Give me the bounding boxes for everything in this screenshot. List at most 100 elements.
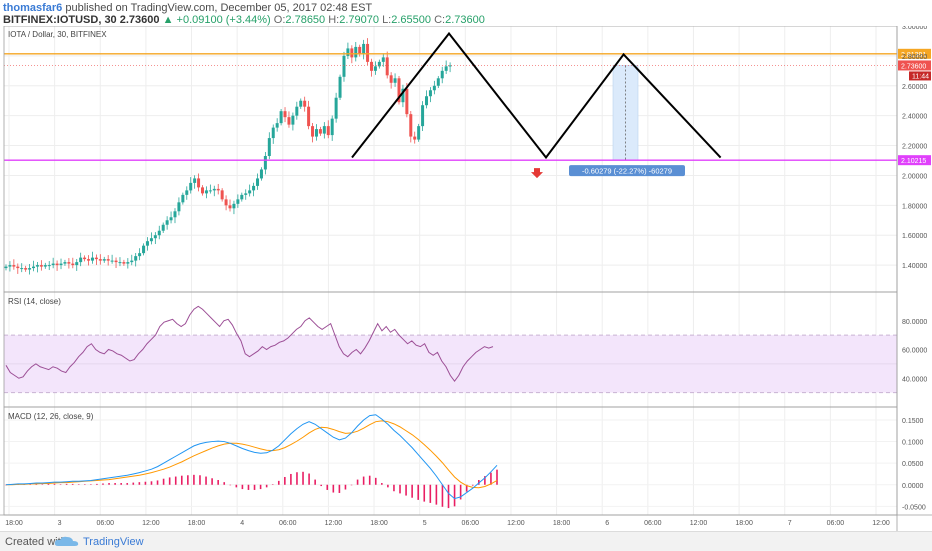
macd-hist-bar bbox=[284, 476, 286, 485]
current-price-label: 2.73600 bbox=[901, 63, 926, 70]
macd-hist-bar bbox=[144, 481, 147, 485]
candle-body bbox=[342, 55, 346, 77]
price-candles bbox=[4, 38, 452, 275]
macd-hist-bar bbox=[405, 484, 407, 496]
candle-body bbox=[79, 257, 83, 263]
macd-hist-bar bbox=[368, 475, 371, 485]
candle-body bbox=[393, 78, 397, 83]
candle-body bbox=[366, 43, 370, 62]
candle-body bbox=[43, 265, 47, 267]
projection-label-bg bbox=[569, 165, 685, 177]
open-value: 2.78650 bbox=[285, 14, 326, 26]
candle-body bbox=[32, 266, 36, 269]
macd-hist-bar bbox=[496, 469, 498, 485]
candle-body bbox=[216, 188, 220, 191]
candle-body bbox=[55, 263, 59, 266]
candle-body bbox=[28, 268, 32, 270]
candle-body bbox=[47, 265, 51, 267]
candle-body bbox=[291, 115, 295, 125]
macd-hist-bar bbox=[132, 482, 135, 485]
time-tick-label: 06:00 bbox=[462, 520, 480, 527]
candle-body bbox=[177, 202, 181, 212]
macd-tick-label: 0.1500 bbox=[902, 418, 924, 425]
macd-hist-bar bbox=[84, 484, 86, 485]
current-price-tag bbox=[898, 60, 931, 71]
macd-pane bbox=[5, 414, 498, 509]
candle-body bbox=[417, 126, 421, 140]
candle-body bbox=[130, 260, 134, 263]
candle-body bbox=[12, 265, 16, 267]
macd-hist-bar bbox=[423, 484, 426, 502]
ohlc-line: BITFINEX:IOTUSD, 30 2.73600 ▲ +0.09100 (… bbox=[3, 14, 485, 26]
time-tick-label: 12:00 bbox=[872, 520, 890, 527]
time-tick-label: 06:00 bbox=[827, 520, 845, 527]
candle-body bbox=[189, 182, 193, 191]
candle-body bbox=[267, 138, 271, 157]
candle-body bbox=[94, 257, 98, 260]
macd-line bbox=[5, 414, 498, 500]
candle-body bbox=[381, 57, 385, 62]
chart-canvas[interactable]: -0.60279 (-22.27%) -60279 2.81391 2.10215… bbox=[0, 26, 932, 531]
candle-body bbox=[413, 136, 417, 140]
candle-body bbox=[193, 178, 197, 183]
macd-hist-bar bbox=[47, 483, 50, 485]
candle-body bbox=[259, 169, 263, 179]
macd-hist-bar bbox=[484, 476, 486, 485]
macd-hist-bar bbox=[320, 484, 323, 487]
price-pane-title: IOTA / Dollar, 30, BITFINEX bbox=[8, 30, 107, 39]
open-label: O: bbox=[273, 14, 286, 26]
macd-hist-bar bbox=[229, 484, 232, 486]
candle-body bbox=[59, 263, 63, 266]
candle-body bbox=[90, 257, 94, 261]
macd-hist-bar bbox=[71, 483, 74, 485]
macd-hist-bar bbox=[399, 484, 401, 494]
macd-hist-bar bbox=[211, 478, 213, 485]
macd-hist-bar bbox=[241, 484, 244, 490]
pattern-line bbox=[351, 31, 722, 160]
tradingview-brand[interactable]: TradingView bbox=[83, 536, 144, 548]
candle-body bbox=[110, 260, 114, 262]
candle-body bbox=[358, 46, 362, 55]
author-link[interactable]: thomasfar6 bbox=[3, 2, 63, 14]
macd-tick-label: 0.0000 bbox=[902, 483, 924, 490]
symbol-label: BITFINEX:IOTUSD, 30 bbox=[3, 14, 117, 26]
candle-body bbox=[256, 178, 260, 186]
macd-hist-bar bbox=[453, 484, 456, 507]
grid-lines bbox=[4, 26, 897, 515]
candle-body bbox=[303, 100, 307, 107]
macd-hist-bar bbox=[490, 472, 492, 485]
time-tick-label: 18:00 bbox=[188, 520, 206, 527]
candle-body bbox=[362, 43, 366, 55]
macd-hist-bar bbox=[126, 483, 129, 485]
macd-hist-bar bbox=[326, 484, 329, 490]
candle-body bbox=[224, 199, 228, 206]
time-tick-label: 4 bbox=[240, 520, 244, 527]
candle-body bbox=[338, 76, 342, 98]
candle-body bbox=[440, 70, 444, 79]
macd-hist-bar bbox=[259, 484, 262, 490]
candle-body bbox=[122, 262, 126, 264]
candle-body bbox=[24, 268, 28, 270]
price-tick-label: 3.00000 bbox=[902, 26, 927, 31]
rsi-tick-label: 80.0000 bbox=[902, 319, 927, 326]
macd-hist-bar bbox=[65, 483, 68, 485]
candle-body bbox=[295, 106, 299, 116]
publish-info: published on TradingView.com, December 0… bbox=[65, 2, 373, 14]
candle-body bbox=[4, 266, 8, 269]
macd-hist-bar bbox=[187, 475, 189, 485]
candle-body bbox=[346, 48, 350, 56]
candle-body bbox=[208, 190, 212, 192]
publish-line: thomasfar6 published on TradingView.com,… bbox=[3, 2, 372, 14]
macd-hist-bar bbox=[138, 482, 141, 485]
resistance-tag-label: 2.81391 bbox=[901, 52, 926, 59]
candle-body bbox=[263, 156, 267, 170]
candle-body bbox=[126, 262, 130, 264]
footer-bar: Created with TradingView bbox=[0, 531, 932, 551]
candle-body bbox=[220, 190, 224, 200]
candle-body bbox=[39, 265, 43, 267]
macd-hist-bar bbox=[168, 477, 171, 485]
candle-body bbox=[307, 106, 311, 127]
candle-body bbox=[397, 78, 401, 103]
macd-hist-bar bbox=[193, 474, 195, 485]
candle-body bbox=[283, 111, 287, 118]
